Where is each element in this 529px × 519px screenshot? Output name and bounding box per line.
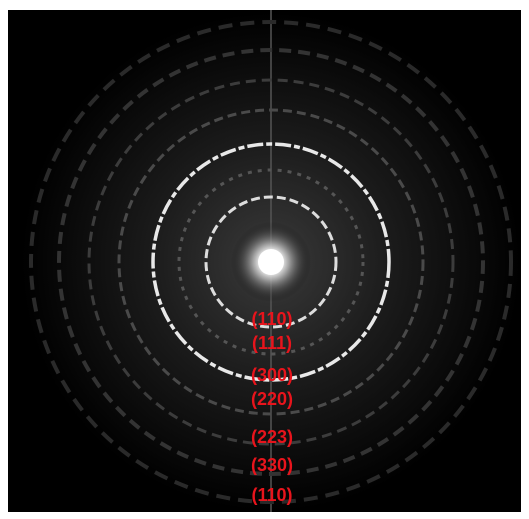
index-label: (110) bbox=[251, 485, 292, 505]
central-spot bbox=[258, 249, 284, 275]
page: {"labels": ["(110)", "(111)", "(300)", "… bbox=[0, 0, 529, 519]
index-label: (220) bbox=[251, 389, 293, 409]
index-label: (330) bbox=[251, 455, 293, 475]
index-label: (110) bbox=[251, 309, 292, 329]
index-label: (300) bbox=[251, 365, 293, 385]
index-label: (111) bbox=[252, 333, 292, 353]
index-label: (223) bbox=[251, 427, 293, 447]
diffraction-pattern: (110) (111) (300) (220) (223) (330) (110… bbox=[0, 0, 529, 519]
